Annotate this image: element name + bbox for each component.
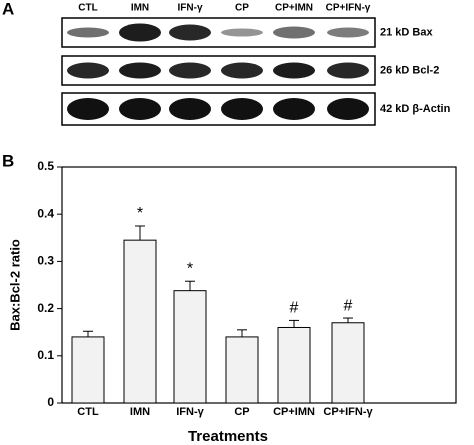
blot-box: [61, 55, 376, 86]
blot-band: [273, 98, 315, 120]
x-tick-label: CP+IMN: [273, 406, 315, 418]
bar: [225, 336, 259, 404]
blot-band: [169, 24, 211, 41]
blot-box: [61, 92, 376, 126]
y-tick-label: 0: [47, 395, 54, 409]
y-tick-label: 0.4: [37, 206, 54, 220]
error-bar: [237, 329, 247, 337]
x-tick-label: CP: [234, 406, 249, 418]
y-tick-label: 0.2: [37, 301, 54, 315]
blot-band: [119, 23, 161, 42]
significance-marker: *: [187, 260, 193, 277]
blot-box: [61, 17, 376, 48]
error-bar: [83, 330, 93, 337]
x-tick-label: IFN-γ: [176, 406, 204, 418]
row-label: 26 kD Bcl-2: [380, 64, 439, 76]
bar: [71, 336, 105, 404]
bar: [123, 239, 157, 404]
blot-band: [67, 27, 109, 38]
lane-label: CP+IFN-γ: [326, 3, 371, 14]
blot-band: [273, 62, 315, 79]
x-axis-title: Treatments: [188, 428, 268, 445]
bar: [331, 322, 365, 404]
lane-label: CTL: [78, 3, 97, 14]
blot-band: [221, 62, 263, 79]
significance-marker: #: [290, 300, 299, 317]
x-tick-label: CP+IFN-γ: [323, 406, 373, 418]
y-axis-title: Bax:Bcl-2 ratio: [7, 239, 22, 331]
blot-band: [169, 98, 211, 120]
y-tick-label: 0.1: [37, 348, 54, 362]
row-label: 42 kD β-Actin: [380, 103, 451, 115]
panel-label: A: [2, 0, 14, 18]
lane-label: CP+IMN: [275, 3, 313, 14]
blot-band: [119, 62, 161, 79]
significance-marker: #: [344, 297, 353, 314]
panel-label: B: [2, 151, 14, 170]
lane-label: IFN-γ: [178, 3, 203, 14]
row-label: 21 kD Bax: [380, 26, 433, 38]
x-tick-label: CTL: [77, 406, 99, 418]
y-tick-label: 0.5: [37, 159, 54, 173]
lane-label: IMN: [131, 3, 149, 14]
blot-band: [169, 62, 211, 79]
blot-band: [327, 27, 369, 38]
blot-band: [119, 98, 161, 120]
blot-band: [273, 26, 315, 39]
lane-label: CP: [235, 3, 249, 14]
bar: [173, 290, 207, 404]
plot-frame: [61, 166, 457, 404]
blot-band: [67, 62, 109, 79]
error-bar: [135, 225, 145, 241]
error-bar: [185, 280, 195, 291]
error-bar: [289, 319, 299, 328]
blot-band: [327, 98, 369, 120]
y-tick-label: 0.3: [37, 254, 54, 268]
blot-band: [67, 98, 109, 120]
bar: [277, 326, 311, 404]
x-tick-label: IMN: [130, 406, 150, 418]
blot-band: [221, 28, 263, 37]
significance-marker: *: [137, 205, 143, 222]
blot-band: [327, 62, 369, 79]
blot-band: [221, 98, 263, 120]
error-bar: [343, 317, 353, 323]
